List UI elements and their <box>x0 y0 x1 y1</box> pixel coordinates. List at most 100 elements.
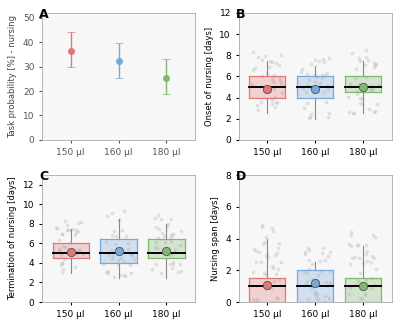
Point <box>306 77 312 82</box>
Point <box>315 297 321 302</box>
Point <box>321 59 327 64</box>
Point <box>177 242 183 247</box>
Y-axis label: Onset of nursing [days]: Onset of nursing [days] <box>205 27 214 126</box>
Point <box>58 231 65 236</box>
Point <box>356 82 362 87</box>
Point <box>359 296 365 301</box>
Point <box>373 61 379 67</box>
Point <box>368 83 375 89</box>
Point <box>258 73 265 78</box>
Point <box>367 285 374 291</box>
Point <box>306 257 312 262</box>
Point <box>306 267 312 272</box>
Point <box>273 99 279 104</box>
Point <box>304 71 310 76</box>
Bar <box>148 238 185 258</box>
Point <box>270 278 277 284</box>
Point <box>353 282 359 287</box>
Point <box>347 233 354 238</box>
Point <box>323 99 329 105</box>
Point <box>307 114 313 119</box>
Point <box>362 292 368 297</box>
Point <box>152 215 158 221</box>
Point <box>347 285 353 291</box>
Point <box>362 62 368 68</box>
Point <box>299 66 306 71</box>
Point <box>346 109 352 114</box>
Point <box>373 266 380 271</box>
Point <box>274 250 280 255</box>
Point <box>274 100 280 105</box>
Point <box>177 228 184 233</box>
Point <box>60 244 66 249</box>
Point <box>273 60 280 65</box>
Point <box>250 67 256 72</box>
Point <box>254 103 260 108</box>
Point <box>306 247 312 252</box>
Point <box>366 106 372 112</box>
Point <box>322 72 328 77</box>
Point <box>252 66 258 71</box>
Point <box>170 262 177 267</box>
Point <box>305 245 312 250</box>
Point <box>103 269 109 274</box>
Point <box>121 208 127 214</box>
Point <box>124 247 131 252</box>
Point <box>258 99 264 105</box>
Point <box>276 75 283 80</box>
Point <box>369 276 376 281</box>
Point <box>76 247 82 252</box>
Point <box>158 216 164 221</box>
Point <box>159 231 166 236</box>
Point <box>315 273 322 278</box>
Point <box>250 269 256 274</box>
Point <box>360 261 366 266</box>
Point <box>370 65 377 70</box>
Point <box>357 58 363 63</box>
Point <box>364 259 370 264</box>
Point <box>374 101 380 107</box>
Point <box>320 56 326 61</box>
Point <box>326 55 332 60</box>
Point <box>303 281 310 286</box>
Point <box>305 297 311 302</box>
Point <box>357 95 364 100</box>
Point <box>269 60 275 65</box>
Point <box>357 100 364 105</box>
Point <box>262 240 268 245</box>
Point <box>59 260 66 265</box>
Point <box>269 225 276 231</box>
Point <box>71 232 78 237</box>
Point <box>320 90 327 95</box>
Point <box>274 245 281 250</box>
Point <box>327 269 333 274</box>
Point <box>263 87 270 92</box>
Point <box>154 245 160 250</box>
Point <box>260 241 266 247</box>
Point <box>60 266 66 271</box>
Point <box>348 229 354 234</box>
Point <box>348 243 354 249</box>
Point <box>356 56 362 61</box>
Point <box>275 266 281 271</box>
Point <box>110 253 116 259</box>
Point <box>309 261 315 267</box>
Point <box>53 226 60 231</box>
Point <box>326 110 332 115</box>
Point <box>174 269 181 274</box>
Point <box>375 82 381 87</box>
Point <box>353 66 359 71</box>
Point <box>372 63 378 68</box>
Point <box>178 268 185 273</box>
Point <box>172 248 178 253</box>
Point <box>170 251 176 256</box>
Point <box>269 97 275 102</box>
Point <box>372 282 378 287</box>
Point <box>316 80 323 85</box>
Point <box>369 87 375 93</box>
Text: C: C <box>39 170 48 183</box>
Point <box>250 49 256 54</box>
Point <box>265 254 271 259</box>
Point <box>325 115 331 120</box>
Point <box>261 270 267 275</box>
